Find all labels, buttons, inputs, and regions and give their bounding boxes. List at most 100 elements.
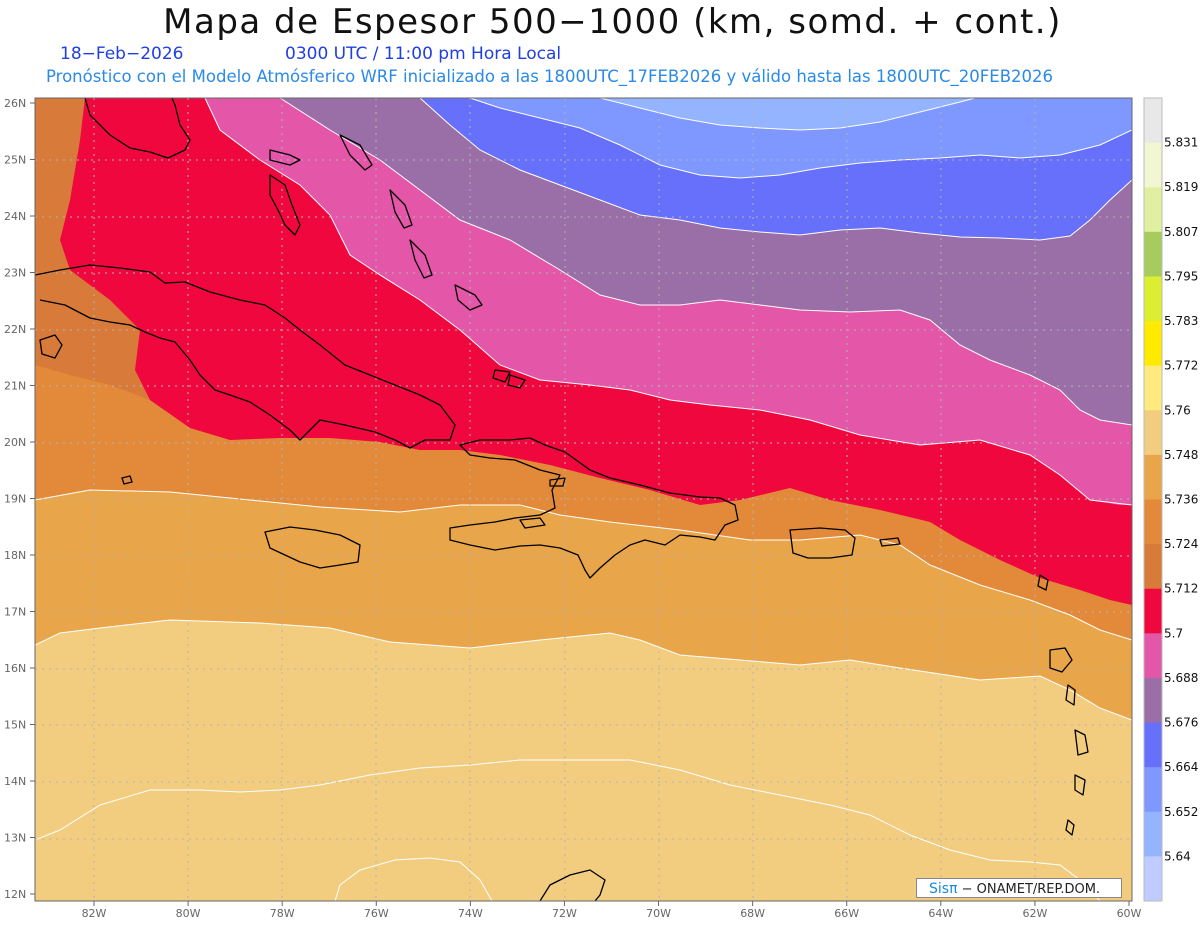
contour-line-5748 bbox=[35, 759, 1101, 901]
lon-tick-label: 68W bbox=[740, 907, 765, 920]
lat-tick-label: 24N bbox=[4, 210, 26, 223]
south-america-coast bbox=[539, 869, 606, 901]
lesser-antilles-1 bbox=[1037, 574, 1049, 591]
lon-tick-label: 72W bbox=[552, 907, 577, 920]
colorbar-label: 5.783 bbox=[1164, 314, 1198, 328]
colorbar-label: 5.772 bbox=[1164, 359, 1198, 373]
lat-tick-label: 12N bbox=[4, 888, 26, 901]
lat-tick-label: 23N bbox=[4, 267, 26, 280]
bahamas-mid bbox=[389, 189, 413, 229]
lat-tick-label: 22N bbox=[4, 323, 26, 336]
dominica bbox=[1065, 684, 1076, 706]
colorbar-label: 5.807 bbox=[1164, 225, 1198, 239]
credit-text: − ONAMET/REP.DOM. bbox=[961, 882, 1101, 897]
lat-tick-label: 13N bbox=[4, 832, 26, 845]
bahamas-chain bbox=[339, 134, 373, 171]
colorbar-swatch bbox=[1144, 722, 1162, 768]
colorbar: 5.831 5.819 5.807 5.795 5.783 5.772 5.76 5.748 5… bbox=[1143, 97, 1198, 902]
lat-tick-label: 15N bbox=[4, 719, 26, 732]
colorbar-label: 5.76 bbox=[1164, 403, 1191, 417]
contour-line-5736 bbox=[35, 619, 1132, 721]
latitude-labels: 26N 25N 24N 23N 22N 21N 20N 19N 18N 17N 16N 15N 14N 1… bbox=[4, 97, 35, 901]
andros-island bbox=[269, 174, 301, 236]
band-5640 bbox=[600, 98, 975, 130]
colorbar-label: 5.831 bbox=[1164, 136, 1198, 150]
colorbar-swatch bbox=[1144, 767, 1162, 813]
colorbar-swatch bbox=[1144, 187, 1162, 233]
lon-tick-label: 64W bbox=[928, 907, 953, 920]
gonave bbox=[519, 517, 546, 529]
lat-tick-label: 26N bbox=[4, 97, 26, 110]
colorbar-label: 5.712 bbox=[1164, 582, 1198, 596]
valid-time: 0300 UTC / 11:00 pm Hora Local bbox=[285, 44, 562, 64]
colorbar-swatch bbox=[1144, 588, 1162, 634]
lat-tick-label: 20N bbox=[4, 436, 26, 449]
colorbar-swatch bbox=[1144, 98, 1162, 144]
model-info: Pronóstico con el Modelo Atmósferico WRF… bbox=[46, 67, 1054, 86]
colorbar-label: 5.652 bbox=[1164, 805, 1198, 819]
colorbar-swatch bbox=[1144, 410, 1162, 456]
contour-line-5724 bbox=[35, 489, 1132, 641]
colorbar-swatch bbox=[1144, 142, 1162, 188]
inagua bbox=[492, 369, 511, 383]
turks-caicos bbox=[507, 374, 526, 389]
lat-tick-label: 21N bbox=[4, 380, 26, 393]
map-title: Mapa de Espesor 500−1000 (km, somd. + co… bbox=[163, 2, 1062, 42]
lon-tick-label: 76W bbox=[364, 907, 389, 920]
forecast-date: 18−Feb−2026 bbox=[60, 44, 184, 64]
lon-tick-label: 82W bbox=[82, 907, 107, 920]
longitude-labels: 82W 80W 78W 76W 74W 72W 70W 68W 66W 64W 62W 60W bbox=[82, 901, 1142, 920]
contour-line-5640 bbox=[599, 98, 976, 131]
lat-tick-label: 14N bbox=[4, 775, 26, 788]
grenadines bbox=[1065, 819, 1075, 836]
lat-tick-label: 25N bbox=[4, 154, 26, 167]
colorbar-swatch bbox=[1144, 677, 1162, 724]
colorbar-swatch bbox=[1144, 856, 1162, 902]
credit-box: Sisπ − ONAMET/REP.DOM. bbox=[916, 878, 1122, 898]
colorbar-swatch bbox=[1144, 499, 1162, 545]
puerto-rico-coast bbox=[789, 527, 856, 559]
filled-contours bbox=[35, 98, 1132, 901]
colorbar-label: 5.736 bbox=[1164, 493, 1198, 507]
lon-tick-label: 80W bbox=[176, 907, 201, 920]
hispaniola-coast bbox=[449, 437, 739, 579]
lon-tick-label: 62W bbox=[1022, 907, 1047, 920]
guadeloupe bbox=[1049, 647, 1073, 673]
tortuga bbox=[549, 477, 566, 487]
colorbar-swatch bbox=[1144, 811, 1162, 857]
sispi-logo: Sisπ bbox=[929, 881, 958, 897]
colorbar-label: 5.664 bbox=[1164, 760, 1198, 774]
bahamas-mid2 bbox=[409, 239, 433, 279]
colorbar-swatch bbox=[1144, 454, 1162, 500]
martinique bbox=[1074, 729, 1089, 756]
colorbar-label: 5.795 bbox=[1164, 269, 1198, 283]
colorbar-swatch bbox=[1144, 276, 1162, 322]
st-lucia bbox=[1074, 774, 1086, 796]
colorbar-label: 5.724 bbox=[1164, 537, 1198, 551]
contour-line-5760 bbox=[334, 857, 493, 901]
lon-tick-label: 66W bbox=[834, 907, 859, 920]
colorbar-swatch bbox=[1144, 633, 1162, 679]
contour-line-5652 bbox=[469, 98, 1132, 179]
colorbar-label: 5.7 bbox=[1164, 626, 1183, 640]
lon-tick-label: 60W bbox=[1117, 907, 1142, 920]
contour-line-5664 bbox=[419, 98, 1132, 241]
colorbar-label: 5.748 bbox=[1164, 448, 1198, 462]
colorbar-label: 5.64 bbox=[1164, 849, 1191, 863]
lon-tick-label: 70W bbox=[646, 907, 671, 920]
lon-tick-label: 74W bbox=[458, 907, 483, 920]
cuba-coast bbox=[35, 264, 456, 449]
coastlines bbox=[35, 98, 1089, 901]
colorbar-label: 5.688 bbox=[1164, 671, 1198, 685]
lat-tick-label: 19N bbox=[4, 493, 26, 506]
colorbar-frame bbox=[1143, 97, 1163, 902]
colorbar-label: 5.819 bbox=[1164, 180, 1198, 194]
bahamas-south bbox=[454, 284, 483, 311]
jamaica-coast bbox=[264, 526, 361, 569]
colorbar-swatch bbox=[1144, 544, 1162, 590]
lat-tick-label: 17N bbox=[4, 606, 26, 619]
band-5652 bbox=[470, 98, 1132, 178]
virgin-islands bbox=[879, 537, 901, 547]
band-5748-south bbox=[35, 760, 1100, 901]
